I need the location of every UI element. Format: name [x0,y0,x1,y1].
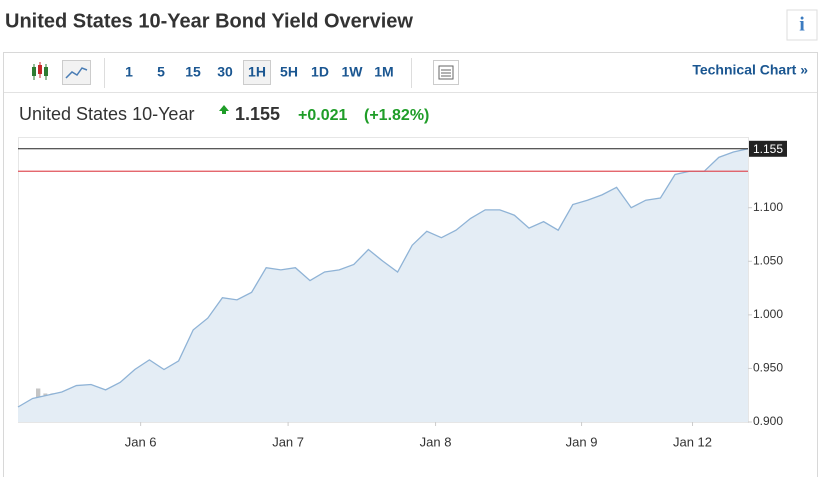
page-title: United States 10-Year Bond Yield Overvie… [5,10,413,32]
quote-name: United States 10-Year [19,104,194,124]
widget-frame [3,52,818,482]
candle-icon[interactable] [32,62,48,80]
interval-button[interactable]: 15 [185,64,201,80]
interval-button[interactable]: 5H [280,64,298,80]
x-tick-label: Jan 8 [420,434,452,449]
interval-button[interactable]: 30 [217,64,233,80]
line-chart-button[interactable] [62,60,91,85]
interval-button[interactable]: 1 [125,64,133,80]
line-chart-icon [65,67,88,79]
info-icon[interactable]: i [799,14,805,36]
interval-button[interactable]: 5 [157,64,165,80]
info-button[interactable] [786,9,818,41]
last-value-label: 1.155 [753,142,783,156]
interval-buttons: 1 5 15 30 1H 5H 1D 1W 1M [125,60,394,85]
interval-button[interactable]: 1W [342,64,364,80]
technical-chart-link[interactable]: Technical Chart » [692,62,808,78]
area-fill [18,148,748,423]
interval-button[interactable]: 1M [374,64,393,80]
price-line [17,148,749,408]
plot: Investing.com1.1550.9000.9501.0001.0501.… [17,140,787,449]
settings-icon [438,65,454,80]
y-tick-label: 1.100 [753,200,783,214]
quote-change: +0.021 [298,107,347,124]
interval-button[interactable]: 1H [248,64,266,80]
x-tick-label: Jan 6 [125,434,157,449]
y-tick-label: 0.900 [753,414,783,428]
up-arrow [219,105,229,111]
plot-frame [18,137,749,423]
quote-price: 1.155 [235,104,280,124]
quote-change-pct: (+1.82%) [364,107,429,124]
y-tick-label: 1.000 [753,307,783,321]
up-arrow-stem [222,110,226,114]
interval-selected[interactable] [243,60,271,85]
last-value-box [749,140,787,157]
x-tick-label: Jan 9 [566,434,598,449]
interval-button[interactable]: 1D [311,64,329,80]
x-tick-label: Jan 7 [272,434,304,449]
y-tick-label: 1.050 [753,253,783,267]
x-tick-label: Jan 12 [673,434,712,449]
y-tick-label: 0.950 [753,361,783,375]
